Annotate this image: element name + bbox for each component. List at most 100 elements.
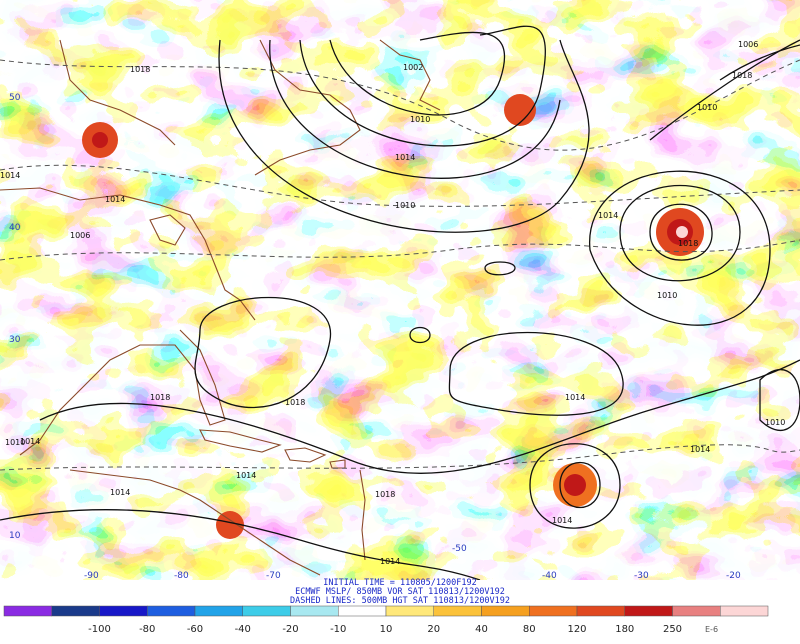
caption-dashed-lines: DASHED LINES: 500MB HGT SAT 110813/1200V… <box>289 596 511 606</box>
lon-label-40: -40 <box>542 571 557 580</box>
map-canvas: 1018 100210061010101410101018101410061010… <box>0 25 800 580</box>
coastline-10 <box>359 469 366 561</box>
isobar-14 <box>719 44 800 81</box>
isobar-12 <box>0 508 481 580</box>
colorbar-tick: -100 <box>88 624 111 635</box>
coastline-3 <box>69 469 321 576</box>
isobar-16 <box>409 326 431 344</box>
lon-label-80: -80 <box>174 571 189 580</box>
isobar-9 <box>448 331 624 416</box>
map-caption: INITIAL TIME = 110805/1200F192 ECMWF MSL… <box>0 579 800 606</box>
colorbar-cell <box>147 605 196 617</box>
isobar-label: 1018 <box>150 393 170 402</box>
isobar-label: 1018 <box>130 65 150 74</box>
colorbar-tick: 20 <box>427 624 440 635</box>
isobar-6 <box>589 170 771 326</box>
colorbar-cell <box>672 605 721 617</box>
vorticity-field <box>0 32 800 580</box>
isobar-label: 1014 <box>552 516 572 525</box>
colorbar-tick: 180 <box>615 624 634 635</box>
height-contour-3 <box>0 444 800 471</box>
isobar-label: 1006 <box>738 40 758 49</box>
coastlines <box>0 39 441 576</box>
isobar-label: 1018 <box>678 239 698 248</box>
vorticity-maxima <box>82 94 704 539</box>
colorbar-cell <box>3 605 52 617</box>
isobar-1 <box>299 25 546 147</box>
isobar-label: 1014 <box>110 488 130 497</box>
isobars <box>0 25 800 580</box>
isobar-label: 1002 <box>403 63 423 72</box>
isobar-8 <box>529 443 621 529</box>
isobar-label: 1018 <box>285 398 305 407</box>
lon-label-30: -30 <box>634 571 649 580</box>
colorbar: -100 -80 -60 -40 -20 -10 10 20 40 80 120 180 250 E-6 <box>0 604 800 640</box>
colorbar-cell <box>99 605 148 617</box>
isobar-0 <box>329 31 506 116</box>
coastline-5 <box>284 447 327 463</box>
isobar-13 <box>649 39 800 141</box>
isobar-label: 1010 <box>5 438 25 447</box>
isobar-10 <box>194 296 331 409</box>
height-contour-1 <box>0 164 800 207</box>
lon-label-90: -90 <box>84 571 99 580</box>
colorbar-cell <box>51 605 100 617</box>
isobar-label: 1014 <box>690 445 710 454</box>
vorticity-max-2 <box>676 226 688 238</box>
coastline-1 <box>149 214 186 246</box>
isobar-3 <box>218 39 590 233</box>
isobar-label: 1006 <box>70 231 90 240</box>
colorbar-tick: -10 <box>330 624 346 635</box>
isobar-labels: 1018 100210061010101410101018101410061010… <box>0 40 785 566</box>
colorbar-cell <box>529 605 578 617</box>
colorbar-tick: 10 <box>380 624 393 635</box>
colorbar-cell <box>242 605 291 617</box>
isobar-label: 1010 <box>395 201 415 210</box>
isobar-label: 1018 <box>732 71 752 80</box>
colorbar-cell <box>624 605 673 617</box>
colorbar-cells <box>3 605 769 617</box>
isobar-label: 1010 <box>765 418 785 427</box>
colorbar-cell <box>576 605 625 617</box>
isobar-label: 1010 <box>410 115 430 124</box>
vorticity-max-6 <box>92 132 108 148</box>
colorbar-tick: 80 <box>523 624 536 635</box>
isobar-7 <box>559 461 601 509</box>
colorbar-cell <box>720 605 769 617</box>
isobar-label: 1010 <box>697 103 717 112</box>
colorbar-graphic: -100 -80 -60 -40 -20 -10 10 20 40 80 120 180 250 E-6 <box>3 605 769 635</box>
coastline-9 <box>379 39 441 111</box>
isobar-11 <box>39 359 800 474</box>
isobar-label: 1014 <box>598 211 618 220</box>
vorticity-max-4 <box>564 474 586 496</box>
lon-label-20: -20 <box>726 571 741 580</box>
height-contour-2 <box>0 239 800 261</box>
colorbar-cell <box>481 605 530 617</box>
coastline-8 <box>254 39 361 176</box>
lon-label-50: -50 <box>452 544 467 554</box>
isobar-label: 1014 <box>565 393 585 402</box>
colorbar-tick: -60 <box>187 624 203 635</box>
colorbar-cell <box>194 605 243 617</box>
coastline-7 <box>59 39 176 146</box>
isobar-5 <box>619 184 741 282</box>
isobar-label: 1018 <box>375 490 395 499</box>
lat-label-10: 10 <box>9 531 21 541</box>
isobar-4 <box>649 203 713 261</box>
colorbar-tick: 250 <box>663 624 682 635</box>
caption-initial-time: INITIAL TIME = 110805/1200F192 <box>323 578 477 588</box>
isobar-label: 1010 <box>657 291 677 300</box>
colorbar-tick: -80 <box>139 624 155 635</box>
colorbar-cell <box>290 605 339 617</box>
isobar-2 <box>269 39 561 179</box>
colorbar-tick: 120 <box>567 624 586 635</box>
isobar-label: 1014 <box>105 195 125 204</box>
colorbar-tick: -20 <box>282 624 298 635</box>
isobar-17 <box>484 261 516 276</box>
vorticity-max-7 <box>504 94 536 126</box>
colorbar-tick: -40 <box>235 624 251 635</box>
lat-label-30: 30 <box>9 335 21 345</box>
lat-label-50: 50 <box>9 93 21 103</box>
isobar-label: 1014 <box>0 171 20 180</box>
isobar-label: 1014 <box>20 437 40 446</box>
